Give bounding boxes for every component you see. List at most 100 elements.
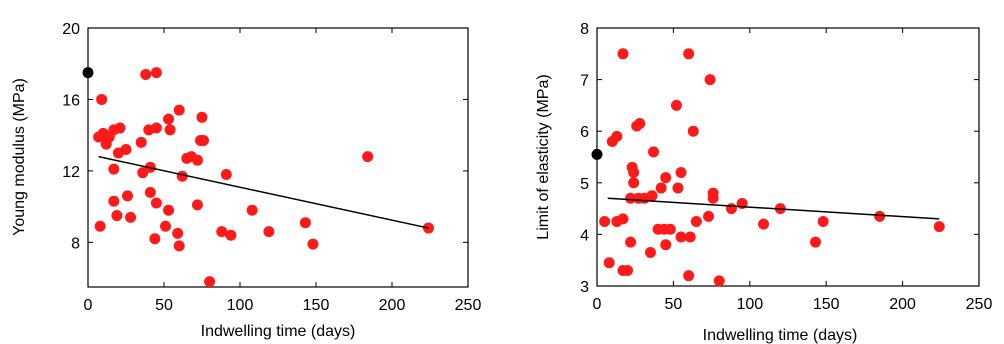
left-data-point: [246, 204, 258, 216]
left-y-tick-label: 12: [62, 164, 80, 181]
right-y-tick-label: 4: [580, 227, 589, 244]
left-data-point: [94, 220, 106, 232]
right-data-point: [655, 182, 667, 194]
left-data-point: [108, 163, 120, 175]
left-data-marks: [82, 67, 434, 288]
left-data-point: [108, 195, 120, 207]
right-data-point: [603, 257, 615, 269]
left-data-point: [204, 276, 216, 288]
left-data-point: [196, 111, 208, 123]
left-data-point: [96, 93, 108, 105]
right-data-point: [874, 210, 886, 222]
left-data-point: [100, 138, 112, 150]
right-data-point: [817, 216, 829, 227]
left-data-point: [150, 122, 162, 134]
right-y-tick-label: 5: [580, 176, 589, 193]
right-data-point: [725, 203, 737, 215]
right-data-point: [628, 177, 640, 189]
right-data-point: [690, 216, 702, 227]
left-data-point: [299, 217, 311, 229]
left-y-tick-label: 8: [71, 235, 80, 252]
right-data-point: [707, 192, 719, 204]
right-data-point: [599, 216, 611, 227]
left-x-tick-label: 0: [84, 297, 93, 314]
right-y-axis-title: Limit of elasticity (MPa): [535, 74, 552, 239]
left-data-point: [163, 204, 175, 216]
young-modulus-chart: Indwelling time (days) Young modulus (MP…: [11, 21, 481, 340]
right-x-tick-label: 250: [966, 296, 993, 313]
left-data-point: [191, 154, 203, 166]
right-data-point: [617, 48, 629, 60]
right-y-tick-label: 7: [580, 73, 589, 90]
left-data-point: [220, 168, 232, 180]
right-data-point: [684, 231, 696, 243]
left-x-tick-label: 200: [379, 297, 406, 314]
right-data-point: [606, 136, 618, 148]
right-data-point: [648, 146, 660, 158]
left-data-point: [225, 229, 237, 241]
left-data-point: [125, 211, 137, 223]
left-y-axis-title: Young modulus (MPa): [11, 78, 28, 236]
right-data-point: [660, 239, 672, 251]
left-data-point: [160, 220, 172, 232]
right-x-tick-label: 200: [889, 296, 916, 313]
left-data-point: [150, 67, 162, 79]
left-data-point: [307, 238, 319, 250]
right-data-point: [634, 117, 646, 129]
right-x-tick-label: 150: [813, 296, 840, 313]
left-data-point: [114, 122, 126, 134]
right-data-point: [625, 236, 637, 248]
right-data-point: [672, 182, 684, 194]
left-data-point: [362, 151, 374, 163]
right-data-point: [625, 192, 637, 204]
right-data-point: [646, 190, 658, 202]
right-y-tick-label: 3: [580, 279, 589, 296]
right-data-point: [664, 223, 676, 235]
left-data-point: [122, 190, 134, 202]
right-trend-line: [607, 197, 940, 220]
left-data-point: [150, 197, 162, 209]
right-x-tick-label: 50: [665, 296, 683, 313]
left-data-point: [140, 68, 152, 80]
right-axis-ticks: 0 50 100 150 200 250 3 4 5 6 7 8: [580, 21, 992, 313]
left-data-point: [173, 240, 185, 252]
left-x-tick-label: 150: [303, 297, 330, 314]
left-data-point: [263, 226, 275, 238]
left-data-point: [191, 199, 203, 211]
right-data-point: [704, 74, 716, 86]
right-initial-point: [591, 148, 603, 160]
left-data-point: [164, 124, 176, 136]
right-x-tick-label: 0: [593, 296, 602, 313]
right-data-point: [713, 275, 725, 287]
left-initial-point: [82, 67, 94, 79]
right-data-point: [628, 166, 640, 178]
right-data-point: [675, 166, 687, 178]
right-data-point: [687, 125, 699, 137]
left-data-point: [216, 226, 228, 238]
right-data-point: [703, 210, 715, 222]
right-data-point: [683, 270, 695, 282]
right-data-point: [683, 48, 695, 60]
left-data-point: [135, 136, 147, 148]
right-data-point: [758, 218, 770, 230]
left-data-point: [137, 167, 149, 179]
left-trend-line: [98, 155, 429, 229]
left-data-point: [111, 210, 123, 222]
right-data-point: [933, 221, 945, 233]
left-plot-frame: [87, 27, 469, 288]
left-data-point: [173, 104, 185, 116]
left-data-point: [163, 113, 175, 125]
left-y-tick-label: 20: [62, 21, 80, 38]
right-x-axis-title: Indwelling time (days): [703, 327, 858, 344]
right-data-point: [644, 246, 656, 258]
left-data-point: [198, 135, 210, 147]
left-y-tick-label: 16: [62, 92, 80, 109]
right-y-tick-label: 6: [580, 124, 589, 141]
left-axis-ticks: 0 50 100 150 200 250 8 12 16 20: [62, 21, 481, 314]
right-data-point: [660, 172, 672, 184]
right-data-marks: [591, 48, 945, 287]
right-data-point: [670, 99, 682, 111]
left-x-tick-label: 250: [455, 297, 482, 314]
right-data-point: [617, 213, 629, 225]
left-data-point: [144, 186, 156, 198]
